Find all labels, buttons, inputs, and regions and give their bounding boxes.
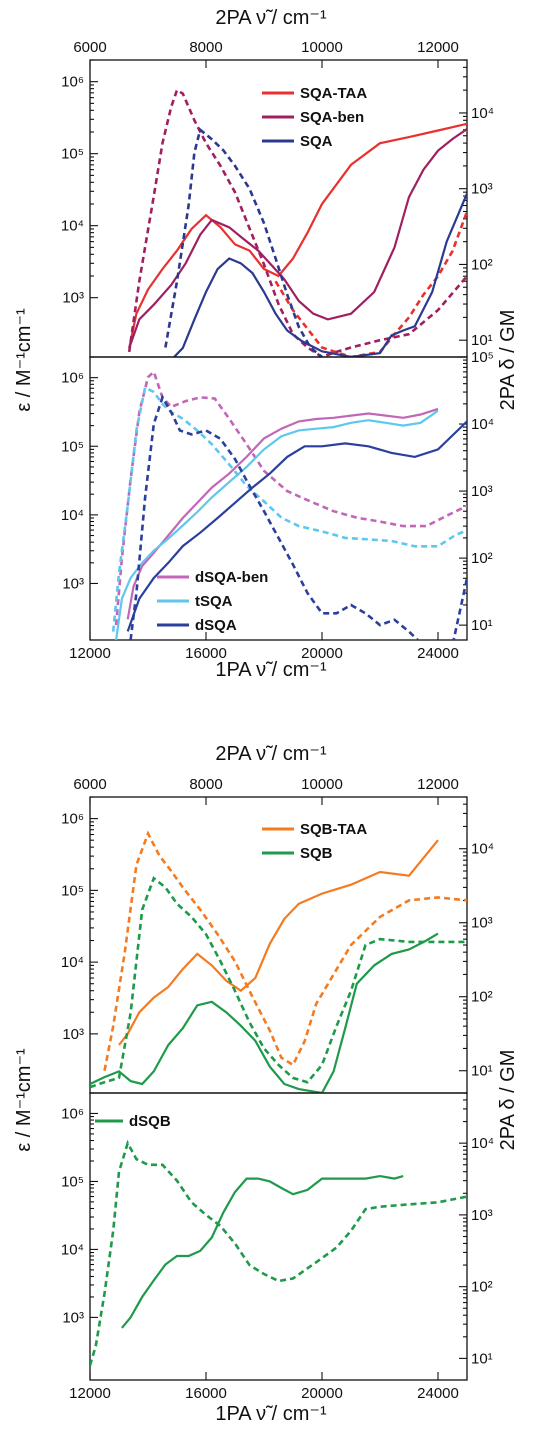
series-sqa-ben-1pa [128,128,467,349]
right-tick-label: 10² [471,1279,493,1296]
bottom-tick-label: 24000 [417,1385,459,1402]
right-tick-label: 10⁴ [471,105,494,122]
right-tick-label: 10³ [471,483,493,500]
left-tick-label: 10⁵ [61,438,84,455]
left-tick-label: 10⁴ [61,954,84,971]
right-tick-label: 10² [471,256,493,273]
series-sqb-2pa [90,876,467,1089]
left-tick-label: 10⁴ [61,218,84,235]
left-tick-label: 10⁵ [61,1173,84,1190]
left-tick-label: 10³ [62,1309,84,1326]
bottom-axis-label-1pa-b: 1PA ν̃ / cm⁻¹ [215,1403,327,1425]
series-dsqa-2pa [129,394,467,640]
bottom-tick-label: 20000 [301,1385,343,1402]
legend-label-sqa: SQA [300,133,333,150]
bottom-tick-label: 12000 [69,1385,111,1402]
series-dsqa-ben-1pa [126,407,439,620]
left-tick-label: 10⁶ [61,811,84,828]
bottom-tick-label: 24000 [417,645,459,662]
plot-frame [89,1092,468,1381]
top-axis-label-2pa: 2PA ν̃ / cm⁻¹ [215,7,327,29]
series-sqb-taa-1pa [118,839,439,1046]
left-tick-label: 10³ [62,290,84,307]
top-tick-label: 12000 [417,776,459,793]
top-axis-label-2pa-b: 2PA ν̃ / cm⁻¹ [215,743,327,765]
series-tsqa-1pa [115,409,439,640]
series-dsqa-ben-2pa [114,369,467,626]
legend-label-sqb: SQB [300,845,333,862]
legend-label-dsqa: dSQA [195,617,237,634]
top-tick-label: 10000 [301,776,343,793]
top-tick-label: 6000 [73,776,106,793]
left-tick-label: 10⁶ [61,74,84,91]
series-dsqb-2pa [90,1139,467,1366]
series-sqa-taa-1pa [128,122,467,349]
top-tick-label: 6000 [73,39,106,56]
top-tick-label: 8000 [189,39,222,56]
series-dsqa-1pa [126,420,467,632]
right-tick-label: 10⁴ [471,1135,494,1152]
left-tick-label: 10⁶ [61,1105,84,1122]
legend-label-sqa-ben: SQA-ben [300,109,364,126]
top-tick-label: 10000 [301,39,343,56]
right-tick-label: 10³ [471,1207,493,1224]
series-dsqb-1pa [121,1174,404,1329]
legend-label-dsqa-ben: dSQA-ben [195,569,268,586]
right-axis-label-delta: 2PA δ / GM [497,310,519,411]
series-sqb-taa-2pa [103,830,467,1071]
left-tick-label: 10³ [62,1026,84,1043]
right-tick-label: 10⁴ [471,416,494,433]
left-tick-label: 10⁵ [61,146,84,163]
bottom-tick-label: 12000 [69,645,111,662]
right-axis-label-delta-b: 2PA δ / GM [497,1050,519,1151]
series-tsqa-2pa [111,385,467,632]
left-tick-label: 10⁵ [61,882,84,899]
legend-label-sqb-taa: SQB-TAA [300,821,367,838]
right-tick-label: 10¹ [471,332,493,349]
right-tick-label: 10² [471,550,493,567]
legend-label-tsqa: tSQA [195,593,233,610]
series-sqa-1pa [173,193,467,357]
left-tick-label: 10⁶ [61,370,84,387]
right-tick-label: 10⁴ [471,841,494,858]
left-tick-label: 10⁴ [61,1241,84,1258]
legend-label-sqa-taa: SQA-TAA [300,85,367,102]
right-tick-label: 10⁵ [471,349,494,366]
series-sqa-2pa [164,127,323,357]
plot-panel-dsqb: 10³ 10⁴ 10⁵ 10⁶ 10¹ 10² 10³ 10⁴ 12000 16000 20000 2… [61,1092,494,1402]
left-axis-label-epsilon: ε / M⁻¹cm⁻¹ [13,308,35,412]
right-tick-label: 10³ [471,181,493,198]
left-axis-label-epsilon-b: ε / M⁻¹cm⁻¹ [13,1048,35,1152]
bottom-axis-label-1pa: 1PA ν̃ / cm⁻¹ [215,659,327,681]
right-tick-label: 10² [471,989,493,1006]
left-tick-label: 10³ [62,575,84,592]
right-tick-label: 10³ [471,915,493,932]
legend-label-dsqb: dSQB [129,1113,171,1130]
top-tick-label: 12000 [417,39,459,56]
plot-panel-dsqa: 10³ 10⁴ 10⁵ 10⁶ 10¹ 10² 10³ 10⁴ 10⁵ 12000 16000 200… [61,349,494,662]
right-tick-label: 10¹ [471,1350,493,1367]
bottom-tick-label: 20000 [301,645,343,662]
left-tick-label: 10⁴ [61,507,84,524]
series-sqa-ben-2pa [127,88,467,357]
bottom-tick-label: 16000 [185,645,227,662]
series-sqb-1pa [90,932,439,1093]
right-tick-label: 10¹ [471,1063,493,1080]
plot-panel-sqa: 10³ 10⁴ 10⁵ 10⁶ 10¹ 10² 10³ 10⁴ 6000 8000 10000 120… [61,39,494,358]
top-tick-label: 8000 [189,776,222,793]
right-tick-label: 10¹ [471,617,493,634]
plot-panel-sqb: 10³ 10⁴ 10⁵ 10⁶ 10¹ 10² 10³ 10⁴ 6000 8000 10000 120… [61,776,494,1094]
plot-frame [89,356,468,641]
bottom-tick-label: 16000 [185,1385,227,1402]
